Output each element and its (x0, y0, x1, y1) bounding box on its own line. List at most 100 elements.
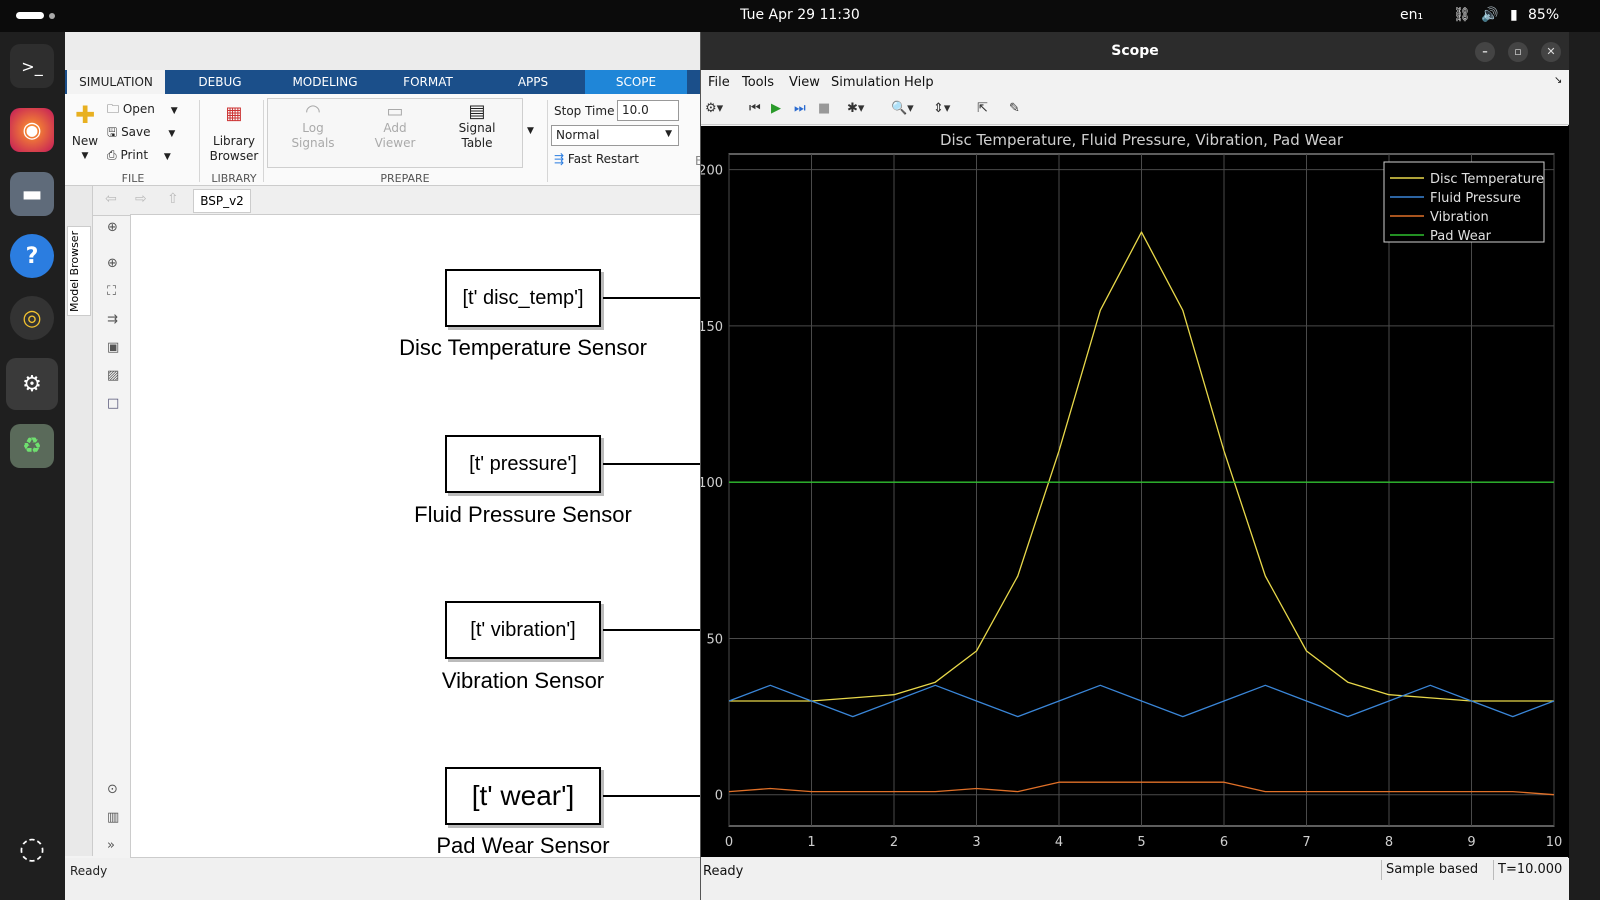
menu-tools[interactable]: Tools (742, 75, 775, 90)
x-tick-label: 3 (972, 835, 980, 850)
y-tick-label: 150 (701, 320, 723, 335)
save-button[interactable]: 🖫 Save ▼ (107, 125, 175, 142)
scope-window: Scope – ▫ ✕ File Tools View Simulation H… (700, 32, 1569, 900)
model-canvas[interactable]: [t' disc_temp'] Disc Temperature Sensor … (130, 214, 706, 858)
sample-mode: Sample based (1381, 860, 1491, 880)
camera-icon[interactable]: ⊙ (107, 782, 118, 797)
expand-icon[interactable]: » (107, 838, 115, 853)
ubuntu-logo-icon[interactable]: ◌ (18, 830, 46, 866)
settings-icon[interactable]: ⚙ (6, 358, 58, 410)
image-icon[interactable]: ▨ (107, 368, 120, 383)
annotation-icon[interactable]: ▣ (107, 340, 120, 355)
network-icon[interactable]: ⛓ (1453, 7, 1471, 23)
canvas-toolbar: ⊕ ⊕ ⛶ ⇉ ▣ ▨ □ ⊙ ▥ » (101, 216, 129, 856)
print-button[interactable]: ⎙ Print ▼ (107, 148, 171, 165)
hide-show-icon[interactable]: ⊕ (107, 220, 118, 235)
block-disc-temp[interactable]: [t' disc_temp'] (445, 269, 601, 327)
tab-debug[interactable]: DEBUG (198, 75, 242, 89)
signal-table-button[interactable]: ▤ Signal Table (449, 101, 505, 151)
fit-view-icon[interactable]: ⛶ (107, 284, 117, 299)
close-icon[interactable]: ✕ (1541, 42, 1561, 62)
model-nav-bar: ⇦ ⇨ ⇧ BSP_v2 (65, 186, 705, 216)
signal-line[interactable] (603, 463, 703, 465)
stop-icon[interactable]: ■ (818, 101, 831, 116)
clock[interactable]: Tue Apr 29 11:30 (740, 7, 860, 23)
tab-apps[interactable]: APPS (517, 75, 549, 89)
block-pressure[interactable]: [t' pressure'] (445, 435, 601, 493)
keyboard-layout[interactable]: en₁ (1400, 7, 1424, 23)
edit-icon[interactable]: ✎ (1009, 101, 1020, 116)
legend-entry: Disc Temperature (1430, 172, 1544, 187)
measure-icon[interactable]: ⇱ (977, 101, 988, 116)
minimize-icon[interactable]: – (1475, 42, 1495, 62)
zoom-icon[interactable]: ⊕ (107, 256, 118, 271)
log-signals-button[interactable]: ◠ Log Signals (285, 103, 341, 151)
menu-view[interactable]: View (789, 75, 820, 90)
stop-time-input[interactable]: 10.0 (617, 100, 679, 121)
firefox-icon[interactable]: ◉ (10, 108, 54, 152)
menu-simulation[interactable]: Simulation (831, 75, 901, 90)
tab-modeling[interactable]: MODELING (292, 75, 358, 89)
y-tick-label: 100 (701, 476, 723, 491)
scope-display[interactable]: Disc Temperature, Fluid Pressure, Vibrat… (701, 126, 1569, 857)
fast-restart-button[interactable]: ⇶ Fast Restart (554, 152, 639, 167)
settings-icon[interactable]: ⚙▾ (705, 101, 724, 116)
tab-simulation[interactable]: SIMULATION (67, 70, 165, 96)
library-icon: ▦ (225, 103, 243, 124)
simulation-mode-select[interactable]: Normal ▼ (551, 125, 679, 146)
signal-line[interactable] (603, 795, 706, 797)
forward-icon[interactable]: ⇨ (135, 191, 147, 207)
open-button[interactable]: 🗀 Open ▼ (107, 102, 178, 119)
x-tick-label: 6 (1220, 835, 1228, 850)
back-icon[interactable]: ⇦ (105, 191, 117, 207)
model-tab[interactable]: BSP_v2 (193, 189, 251, 213)
signal-line[interactable] (603, 297, 706, 299)
step-forward-icon[interactable]: ⏭ (794, 101, 806, 116)
window-title-bar (65, 32, 705, 68)
highlight-icon[interactable]: ✱▾ (847, 101, 865, 116)
scope-plot[interactable]: Disc Temperature, Fluid Pressure, Vibrat… (701, 126, 1569, 857)
menu-file[interactable]: File (708, 75, 730, 90)
block-label[interactable]: Fluid Pressure Sensor (414, 502, 632, 527)
tab-format[interactable]: FORMAT (403, 75, 453, 89)
run-icon[interactable]: ▶ (771, 101, 781, 116)
trash-icon[interactable]: ♻ (10, 424, 54, 468)
battery-icon[interactable]: ▮ (1510, 7, 1518, 23)
gallery-expand-icon[interactable]: ▼ (527, 126, 534, 136)
series-line-vibration (728, 781, 1555, 796)
block-label[interactable]: Pad Wear Sensor (436, 833, 610, 858)
dock-arrow-icon[interactable]: ↘ (1554, 75, 1563, 86)
activities-indicator[interactable] (16, 12, 44, 19)
signal-line[interactable] (603, 629, 703, 631)
area-icon[interactable]: □ (107, 396, 120, 411)
add-viewer-button[interactable]: ▭ Add Viewer (367, 103, 423, 151)
files-icon[interactable]: ▬ (10, 172, 54, 216)
workspace-dot (49, 13, 55, 19)
step-back-icon[interactable]: ⏮ (749, 101, 761, 116)
arrows-icon[interactable]: ⇉ (107, 312, 118, 327)
report-icon[interactable]: ▥ (107, 810, 120, 825)
add-label-1: Add (383, 121, 407, 135)
up-icon[interactable]: ⇧ (167, 191, 179, 207)
terminal-icon[interactable]: >_ (10, 44, 54, 88)
zoom-icon[interactable]: 🔍▾ (891, 101, 914, 116)
rhythmbox-icon[interactable]: ◎ (10, 296, 54, 340)
tab-scope[interactable]: SCOPE (585, 70, 687, 96)
block-label[interactable]: Vibration Sensor (441, 668, 605, 693)
block-wear[interactable]: [t' wear'] (445, 767, 601, 825)
block-label[interactable]: Disc Temperature Sensor (399, 335, 647, 360)
legend-box (1383, 161, 1545, 243)
library-label-2: Browser (209, 149, 259, 163)
y-tick-label: 50 (706, 632, 723, 647)
new-button[interactable]: ✚ New ▼ (71, 102, 99, 164)
scale-axes-icon[interactable]: ⇕▾ (933, 101, 951, 116)
block-vibration[interactable]: [t' vibration'] (445, 601, 601, 659)
library-browser-button[interactable]: ▦ Library Browser (205, 102, 263, 164)
help-icon[interactable]: ? (10, 234, 54, 278)
volume-icon[interactable]: 🔊 (1481, 7, 1499, 23)
menu-help[interactable]: Help (904, 75, 934, 90)
y-tick-label: 0 (715, 789, 723, 804)
model-browser-tab[interactable]: Model Browser (67, 226, 91, 316)
maximize-icon[interactable]: ▫ (1508, 42, 1528, 62)
signal-table-icon: ▤ (468, 101, 486, 122)
